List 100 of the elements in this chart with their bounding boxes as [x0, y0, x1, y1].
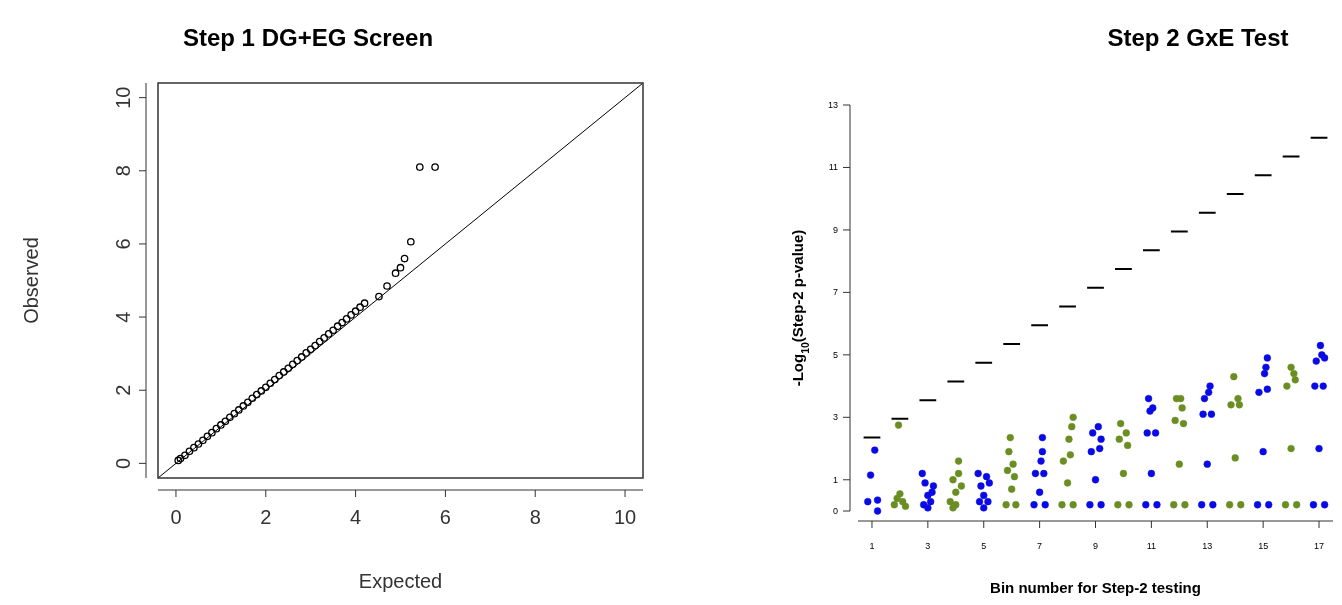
- point: [431, 163, 439, 171]
- point: [1068, 423, 1076, 431]
- point: [288, 360, 297, 369]
- point: [954, 457, 963, 465]
- point: [1069, 501, 1077, 509]
- point: [1177, 394, 1185, 403]
- point: [338, 318, 346, 327]
- point: [1227, 401, 1235, 409]
- point: [360, 299, 369, 308]
- point: [1287, 444, 1295, 453]
- point: [261, 383, 270, 392]
- point: [1290, 369, 1298, 378]
- x-tick-label: 15: [1258, 541, 1269, 551]
- point: [1065, 435, 1073, 443]
- x-axis-title: Bin number for Step-2 testing: [990, 579, 1201, 596]
- point: [293, 356, 302, 365]
- point: [311, 341, 320, 350]
- point: [415, 163, 424, 171]
- x-tick-label: 17: [1314, 541, 1325, 551]
- x-tick-label: 2: [260, 506, 272, 528]
- point: [333, 322, 342, 331]
- x-tick-label: 6: [439, 506, 451, 528]
- point: [890, 501, 898, 509]
- point: [181, 451, 189, 460]
- point: [217, 421, 225, 429]
- point: [1125, 501, 1133, 509]
- point: [1119, 469, 1128, 478]
- point: [396, 263, 405, 272]
- point: [894, 421, 903, 429]
- point: [957, 482, 966, 490]
- point: [243, 398, 252, 407]
- point: [1230, 373, 1238, 381]
- x-tick-label: 3: [925, 541, 931, 551]
- point: [1291, 376, 1299, 384]
- point: [1012, 501, 1020, 509]
- point: [297, 353, 306, 361]
- point: [952, 488, 960, 496]
- point: [239, 402, 248, 410]
- point: [1115, 435, 1123, 443]
- point: [1181, 501, 1189, 509]
- y-tick-label: 4: [112, 311, 134, 323]
- point: [391, 269, 400, 278]
- point: [275, 371, 284, 380]
- x-tick-label: 7: [1037, 541, 1043, 551]
- y-tick-label: 0: [112, 457, 134, 469]
- point: [234, 406, 243, 414]
- point: [266, 379, 275, 388]
- point: [248, 394, 257, 403]
- x-tick-label: 5: [981, 541, 987, 551]
- point: [1114, 501, 1122, 509]
- point: [329, 326, 337, 335]
- point: [1235, 401, 1244, 409]
- point: [1063, 479, 1072, 487]
- x-tick-label: 10: [613, 506, 637, 528]
- y-tick-label: 13: [827, 100, 838, 110]
- point: [1225, 501, 1234, 509]
- point: [320, 334, 329, 342]
- point: [1003, 466, 1012, 475]
- x-tick-label: 4: [350, 506, 362, 528]
- y-tick-label: 5: [832, 349, 838, 360]
- point: [306, 345, 315, 354]
- point: [190, 443, 198, 452]
- point: [226, 413, 234, 422]
- point: [212, 424, 221, 433]
- y-tick-label: 2: [112, 384, 134, 396]
- y-tick-label: 10: [112, 86, 134, 109]
- point: [324, 330, 333, 338]
- point: [949, 476, 957, 484]
- x-tick-label: 9: [1092, 541, 1099, 551]
- chart-title: Step 2 GxE Test: [1107, 24, 1289, 51]
- point: [1293, 501, 1301, 509]
- point: [1170, 501, 1178, 509]
- y-tick-label: 9: [832, 224, 838, 235]
- x-tick-label: 0: [170, 506, 182, 528]
- x-axis-title: Expected: [358, 570, 443, 592]
- y-tick-label: 1: [832, 474, 838, 485]
- point: [1122, 429, 1130, 437]
- point: [342, 315, 351, 323]
- point: [1179, 419, 1188, 428]
- point: [1059, 457, 1068, 465]
- point: [375, 292, 383, 301]
- point: [1008, 485, 1016, 493]
- point: [279, 368, 288, 376]
- point: [199, 436, 207, 445]
- point: [1178, 404, 1186, 412]
- point: [1002, 501, 1010, 509]
- point: [1005, 448, 1013, 456]
- point: [954, 469, 963, 478]
- y-tick-label: 7: [832, 287, 838, 298]
- point: [406, 237, 415, 246]
- y-axis-title: Observed: [20, 237, 42, 324]
- point: [1066, 451, 1074, 459]
- point: [901, 502, 910, 510]
- x-tick-label: 13: [1202, 541, 1213, 551]
- point: [1117, 419, 1125, 428]
- point: [1010, 473, 1019, 481]
- point: [1171, 416, 1179, 425]
- x-tick-label: 8: [529, 506, 541, 528]
- point: [1006, 433, 1014, 442]
- point: [230, 409, 239, 418]
